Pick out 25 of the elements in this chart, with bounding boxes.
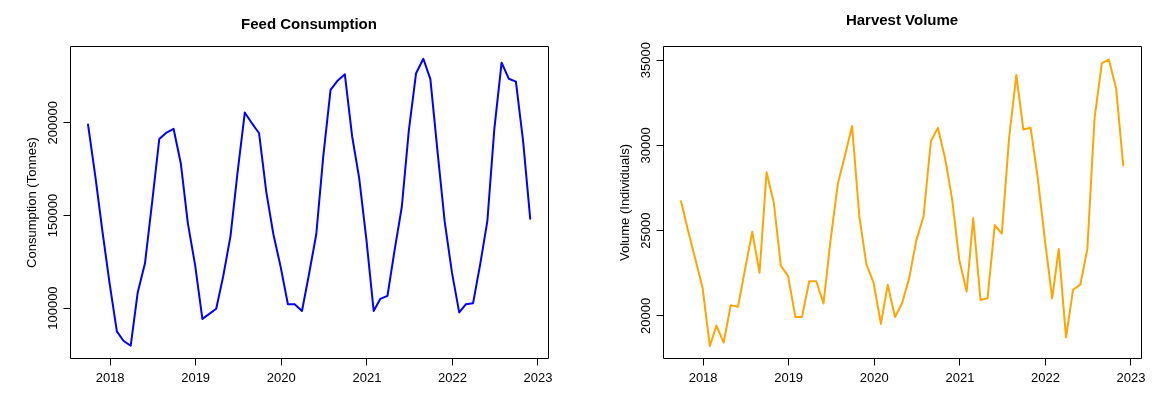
x-tick-label: 2022	[437, 369, 467, 385]
y-tick-label: 35000	[637, 42, 653, 79]
x-tick-label: 2021	[352, 369, 382, 385]
y-tick-label: 150000	[44, 193, 60, 238]
x-tick-label: 2022	[1030, 369, 1060, 385]
y-axis-title: Consumption (Tonnes)	[23, 137, 39, 268]
x-tick-label: 2023	[523, 369, 553, 385]
chart-title: Feed Consumption	[241, 15, 377, 32]
y-axis-title: Volume (Individuals)	[616, 143, 632, 262]
line-series	[87, 57, 532, 347]
x-tick-label: 2019	[774, 369, 804, 385]
chart-title: Harvest Volume	[845, 10, 959, 28]
line-series	[680, 58, 1125, 348]
y-tick-label: 30000	[637, 127, 653, 164]
y-tick-label: 100000	[44, 286, 60, 330]
x-tick-label: 2018	[95, 369, 125, 385]
y-tick-label: 200000	[44, 101, 60, 145]
x-tick-label: 2019	[181, 369, 211, 385]
x-tick-label: 2018	[688, 369, 718, 385]
y-tick-label: 20000	[637, 297, 653, 334]
x-tick-label: 2020	[859, 369, 889, 385]
y-tick-label: 25000	[637, 212, 653, 249]
x-tick-label: 2020	[266, 369, 296, 385]
x-tick-label: 2021	[945, 369, 975, 385]
x-tick-label: 2023	[1116, 369, 1146, 385]
